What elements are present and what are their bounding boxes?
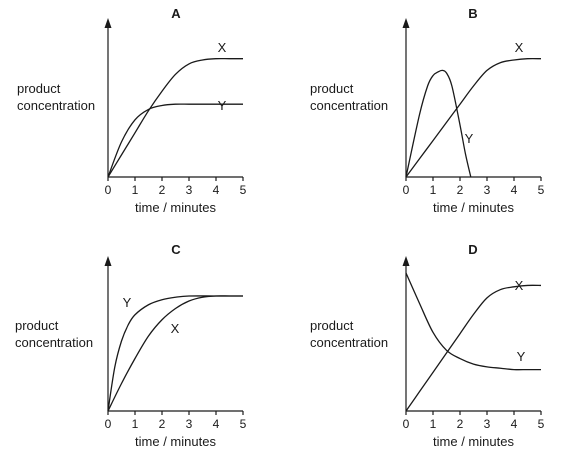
x-tick-label: 3 bbox=[484, 417, 491, 431]
x-tick-label: 1 bbox=[132, 183, 139, 197]
x-tick-label: 2 bbox=[457, 417, 464, 431]
series-label-y: Y bbox=[123, 295, 132, 310]
x-axis-label: time / minutes bbox=[433, 434, 514, 449]
x-tick-label: 5 bbox=[538, 417, 545, 431]
x-tick-label: 4 bbox=[511, 417, 518, 431]
y-axis-label: product bbox=[310, 81, 354, 96]
x-tick-label: 0 bbox=[403, 183, 410, 197]
series-line-x bbox=[405, 57, 542, 178]
x-tick-label: 5 bbox=[538, 183, 545, 197]
series-label-y: Y bbox=[218, 98, 227, 113]
series-label-x: X bbox=[171, 321, 180, 336]
x-tick-label: 2 bbox=[457, 183, 464, 197]
series-line-y bbox=[405, 272, 541, 371]
x-tick-label: 4 bbox=[213, 417, 220, 431]
x-tick-label: 3 bbox=[186, 417, 193, 431]
y-axis-label: concentration bbox=[310, 98, 388, 113]
x-axis-label: time / minutes bbox=[135, 434, 216, 449]
x-tick-label: 1 bbox=[430, 417, 437, 431]
series-label-x: X bbox=[218, 40, 227, 55]
series-label-x: X bbox=[515, 40, 524, 55]
y-axis-label: product bbox=[17, 81, 61, 96]
y-axis-arrow bbox=[402, 256, 410, 266]
series-line-y bbox=[107, 295, 243, 412]
x-axis-label: time / minutes bbox=[135, 200, 216, 215]
y-axis-label: concentration bbox=[310, 335, 388, 350]
x-tick-label: 4 bbox=[511, 183, 518, 197]
x-tick-label: 4 bbox=[213, 183, 220, 197]
y-axis-label: product bbox=[310, 318, 354, 333]
panel-a: A 0 1 2 3 4 5 time / minutes product concentratio… bbox=[17, 6, 247, 215]
series-label-y: Y bbox=[465, 131, 474, 146]
series-line-x bbox=[405, 284, 542, 412]
panel-title-c: C bbox=[171, 242, 181, 257]
series-label-x: X bbox=[515, 278, 524, 293]
series-label-y: Y bbox=[517, 349, 526, 364]
x-tick-label: 2 bbox=[159, 417, 166, 431]
series-line-y bbox=[405, 69, 472, 178]
panel-c: C 0 1 2 3 4 5 time / minutes product concentratio… bbox=[15, 242, 247, 449]
x-axis-label: time / minutes bbox=[433, 200, 514, 215]
panel-b: B 0 1 2 3 4 5 time / minutes product concentratio… bbox=[310, 6, 545, 215]
x-tick-label: 2 bbox=[159, 183, 166, 197]
y-axis-label: concentration bbox=[15, 335, 93, 350]
panel-title-a: A bbox=[171, 6, 181, 21]
x-tick-label: 3 bbox=[186, 183, 193, 197]
panel-title-d: D bbox=[468, 242, 477, 257]
y-axis-arrow bbox=[104, 18, 112, 28]
series-line-x bbox=[107, 57, 243, 178]
x-tick-label: 0 bbox=[403, 417, 410, 431]
panel-title-b: B bbox=[468, 6, 477, 21]
x-tick-label: 3 bbox=[484, 183, 491, 197]
x-tick-label: 5 bbox=[240, 417, 247, 431]
y-axis-arrow bbox=[402, 18, 410, 28]
y-axis-label: product bbox=[15, 318, 59, 333]
x-tick-label: 1 bbox=[132, 417, 139, 431]
x-tick-label: 0 bbox=[105, 417, 112, 431]
x-tick-label: 1 bbox=[430, 183, 437, 197]
panel-d: D 0 1 2 3 4 5 time / minutes product concentratio… bbox=[310, 242, 545, 449]
series-line-x bbox=[107, 295, 243, 412]
y-axis-label: concentration bbox=[17, 98, 95, 113]
y-axis-arrow bbox=[104, 256, 112, 266]
x-tick-label: 5 bbox=[240, 183, 247, 197]
x-tick-label: 0 bbox=[105, 183, 112, 197]
series-line-y bbox=[107, 103, 243, 178]
